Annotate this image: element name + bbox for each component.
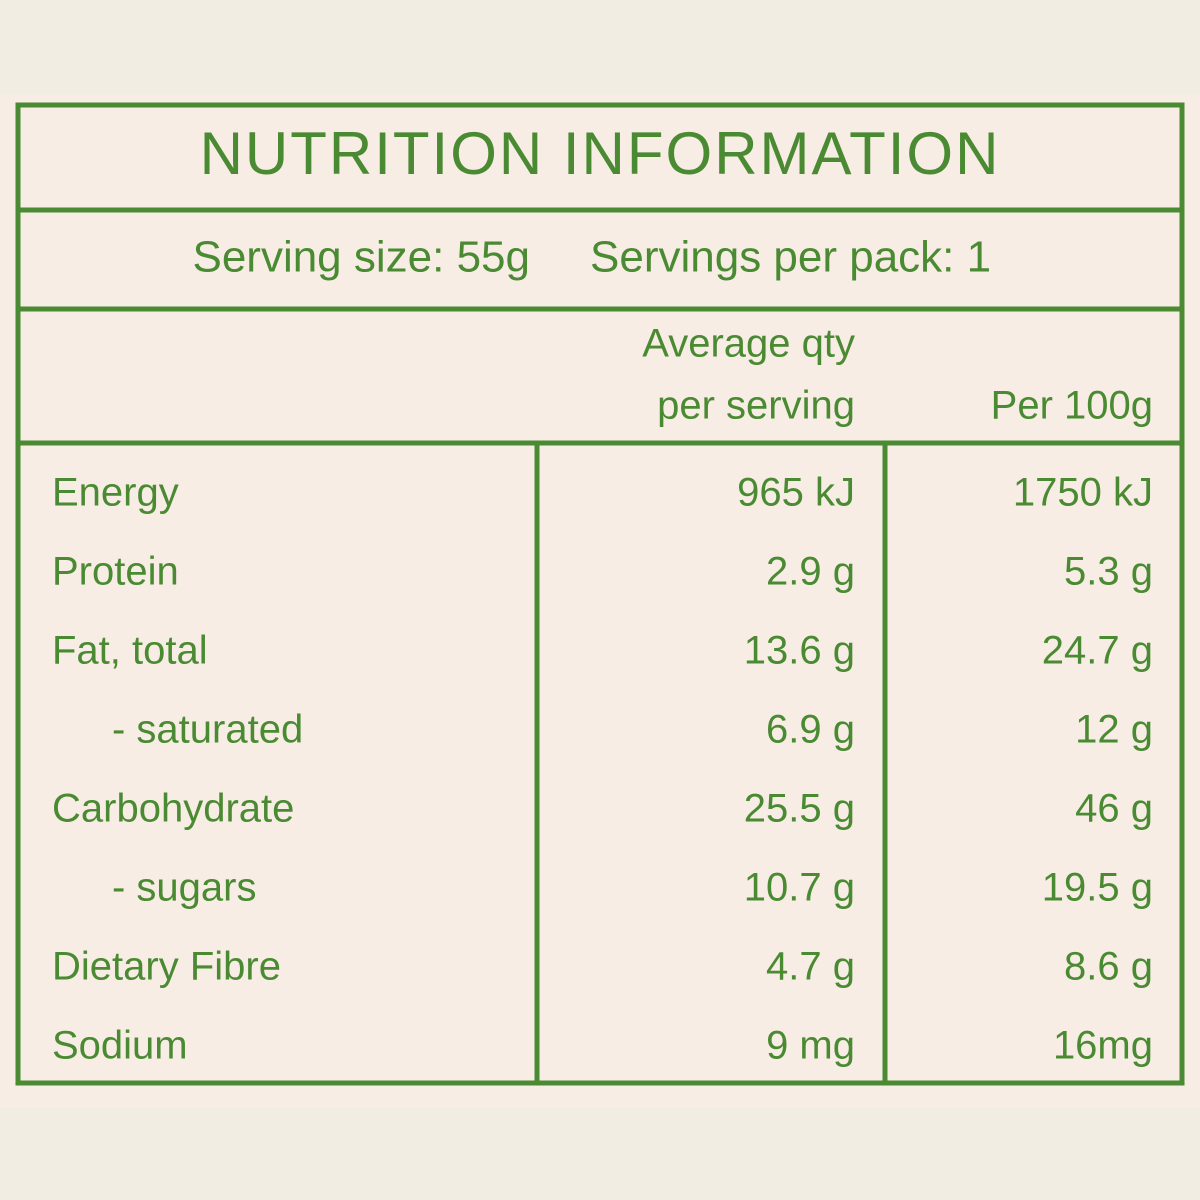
per-serving-value: 9 mg	[766, 1024, 855, 1068]
servings-per-pack: Servings per pack: 1	[590, 233, 991, 282]
column-header: Per 100g	[991, 384, 1153, 428]
nutrient-name: Protein	[52, 550, 179, 594]
per-100g-value: 5.3 g	[1064, 550, 1153, 594]
serving-size: Serving size: 55g	[192, 233, 530, 282]
per-serving-value: 10.7 g	[744, 866, 855, 910]
per-serving-value: 965 kJ	[737, 471, 855, 515]
nutrient-name: Fat, total	[52, 629, 208, 673]
per-serving-value: 4.7 g	[766, 945, 855, 989]
per-100g-value: 46 g	[1075, 787, 1153, 831]
per-100g-value: 12 g	[1075, 708, 1153, 752]
column-header: Average qty	[642, 322, 855, 366]
per-serving-value: 2.9 g	[766, 550, 855, 594]
per-100g-value: 24.7 g	[1042, 629, 1153, 673]
per-100g-value: 19.5 g	[1042, 866, 1153, 910]
nutrient-name: Carbohydrate	[52, 787, 294, 831]
table-border	[15, 102, 1185, 1086]
nutrient-name: Energy	[52, 471, 179, 515]
nutrient-name: Sodium	[52, 1024, 188, 1068]
per-serving-value: 13.6 g	[744, 629, 855, 673]
nutrient-name: Dietary Fibre	[52, 945, 281, 989]
nutrient-name: - sugars	[112, 866, 257, 910]
nutrient-name: - saturated	[112, 708, 303, 752]
panel-background	[0, 95, 1200, 1108]
per-100g-value: 8.6 g	[1064, 945, 1153, 989]
per-serving-value: 25.5 g	[744, 787, 855, 831]
per-100g-value: 1750 kJ	[1013, 471, 1153, 515]
title: NUTRITION INFORMATION	[200, 120, 1001, 187]
column-header: per serving	[657, 384, 855, 428]
per-serving-value: 6.9 g	[766, 708, 855, 752]
per-100g-value: 16mg	[1053, 1024, 1153, 1068]
